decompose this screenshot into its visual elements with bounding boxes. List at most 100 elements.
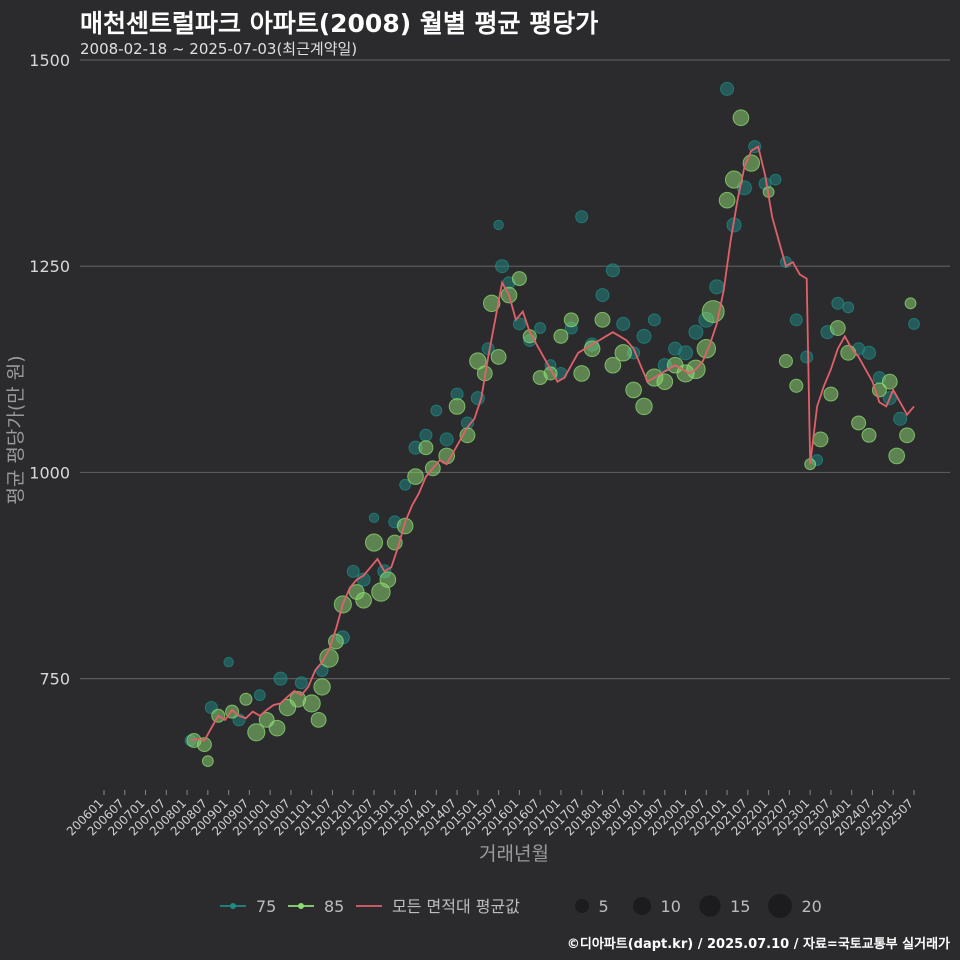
point-85-49 [656, 373, 674, 391]
point-75-36 [616, 316, 631, 331]
point-75-54 [800, 350, 814, 364]
point-85-32 [482, 294, 501, 313]
point-75-24 [495, 259, 510, 274]
y-tick-label-1250: 1250 [29, 257, 70, 276]
point-85-55 [718, 191, 736, 209]
point-75-35 [605, 263, 620, 278]
point-75-34 [595, 288, 610, 303]
legend-size-label-15: 15 [730, 897, 750, 916]
point-85-47 [635, 397, 653, 416]
point-85-1 [196, 737, 212, 753]
point-85-33 [490, 349, 507, 365]
grid-lines [80, 59, 950, 680]
point-75-32 [575, 210, 589, 224]
legend-size-label-10: 10 [661, 897, 681, 916]
average-line-layer [190, 145, 915, 742]
legend-size-15 [699, 895, 721, 917]
point-85-65 [829, 320, 846, 336]
point-75-58 [842, 301, 855, 314]
point-75-60 [861, 345, 877, 360]
point-85-64 [823, 386, 839, 402]
point-75-38 [636, 328, 652, 344]
point-75-63 [893, 411, 908, 426]
legend-marker-85 [298, 903, 304, 909]
point-75-23 [493, 219, 504, 231]
y-tick-label-1500: 1500 [29, 51, 70, 70]
legend-label-avg: 모든 면적대 평균값 [392, 897, 520, 916]
point-75-16 [419, 428, 433, 442]
point-85-66 [840, 344, 857, 361]
point-85-40 [563, 312, 579, 328]
point-75-42 [678, 345, 694, 361]
point-75-51 [769, 173, 782, 186]
point-85-25 [418, 440, 434, 456]
legend-marker-75 [230, 903, 236, 909]
y-axis-title: 평균 평당가(만 원) [5, 355, 27, 504]
point-85-61 [789, 378, 804, 393]
x-axis-title: 거래년월 [479, 843, 549, 865]
legend-size-label-5: 5 [599, 897, 609, 916]
point-75-45 [709, 279, 725, 295]
point-85-35 [511, 271, 527, 287]
point-85-13 [313, 678, 331, 696]
legend-size-10 [632, 896, 652, 916]
point-85-67 [851, 415, 867, 431]
chart-title: 매천센트럴파크 아파트(2008) 월별 평균 평당가 [80, 9, 599, 38]
point-85-19 [364, 533, 384, 552]
point-85-28 [448, 398, 466, 415]
chart-subtitle: 2008-02-18 ~ 2025-07-03(최근계약일) [80, 40, 358, 58]
point-85-46 [625, 381, 642, 399]
point-75-28 [534, 322, 547, 334]
point-75-14 [399, 478, 412, 491]
point-85-43 [594, 311, 611, 328]
point-85-53 [696, 338, 717, 359]
legend-label-75: 75 [256, 897, 276, 916]
point-85-30 [469, 352, 487, 370]
point-85-44 [604, 356, 622, 374]
point-85-23 [396, 517, 414, 535]
point-75-2 [223, 656, 234, 668]
x-axis-ticks: 2006012006072007012007072008012008072009… [64, 790, 916, 839]
point-75-6 [294, 676, 308, 690]
point-85-8 [268, 719, 286, 737]
point-85-6 [247, 723, 266, 742]
point-85-73 [904, 297, 917, 310]
point-85-11 [302, 694, 321, 713]
y-tick-label-1000: 1000 [29, 463, 70, 482]
point-75-43 [688, 324, 704, 340]
point-85-24 [407, 468, 424, 485]
point-75-39 [647, 313, 661, 327]
point-75-64 [908, 318, 920, 330]
point-75-46 [720, 81, 735, 96]
point-85-57 [732, 109, 750, 127]
point-85-41 [573, 365, 591, 382]
point-75-57 [831, 296, 845, 310]
point-85-63 [812, 431, 829, 448]
point-75-53 [789, 313, 803, 327]
point-75-4 [253, 689, 266, 702]
point-85-39 [553, 328, 569, 344]
y-axis-tick-labels: 750 1000 1250 1500 [29, 51, 70, 689]
point-75-9 [346, 564, 360, 578]
point-85-18 [355, 591, 372, 609]
point-75-26 [512, 317, 526, 331]
point-85-70 [881, 373, 898, 390]
legend: 75 85 모든 면적대 평균값 5 10 15 20 [220, 894, 822, 918]
legend-size-20 [768, 894, 792, 918]
point-75-18 [439, 432, 454, 447]
point-85-21 [379, 571, 397, 588]
legend-size-5 [574, 898, 590, 914]
y-tick-label-750: 750 [39, 670, 70, 689]
point-85-12 [310, 711, 327, 728]
legend-label-85: 85 [324, 897, 344, 916]
point-85-72 [899, 427, 915, 444]
point-85-71 [888, 447, 906, 465]
point-85-5 [239, 692, 253, 706]
point-85-60 [778, 354, 793, 369]
legend-size-label-20: 20 [801, 897, 821, 916]
source-credit: ©디아파트(dapt.kr) / 2025.07.10 / 자료=국토교통부 실… [566, 937, 950, 952]
point-85-68 [861, 427, 877, 443]
point-75-5 [273, 671, 288, 686]
point-85-45 [614, 344, 632, 362]
